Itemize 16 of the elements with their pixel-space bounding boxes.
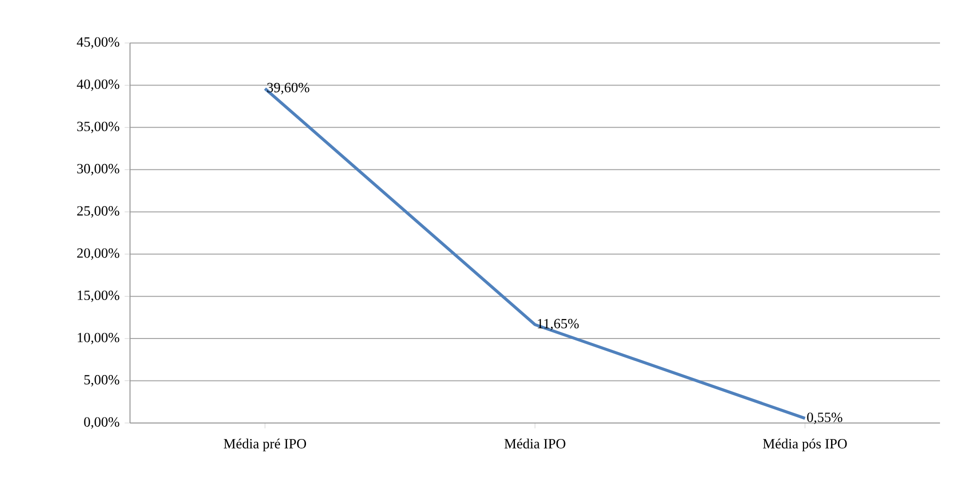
y-tick-label: 25,00% bbox=[77, 206, 120, 218]
y-tick-label: 0,00% bbox=[84, 417, 120, 429]
data-label: 0,55% bbox=[807, 412, 842, 424]
x-tick-label: Média pré IPO bbox=[224, 438, 306, 452]
y-tick-label: 35,00% bbox=[77, 122, 120, 134]
y-tick-label: 5,00% bbox=[84, 375, 120, 386]
data-label: 11,65% bbox=[538, 318, 579, 330]
y-tick-label: 15,00% bbox=[78, 290, 120, 302]
y-tick-label: 30,00% bbox=[77, 164, 120, 176]
y-tick-label: 10,00% bbox=[78, 332, 120, 344]
y-tick-label: 20,00% bbox=[77, 248, 120, 260]
y-tick-label: 40,00% bbox=[76, 79, 120, 91]
y-tick-label: 45,00% bbox=[76, 37, 120, 49]
x-tick-label: Média pós IPO bbox=[763, 438, 847, 452]
data-label: 39,60% bbox=[267, 82, 310, 94]
x-tick-label: Média IPO bbox=[504, 438, 566, 448]
